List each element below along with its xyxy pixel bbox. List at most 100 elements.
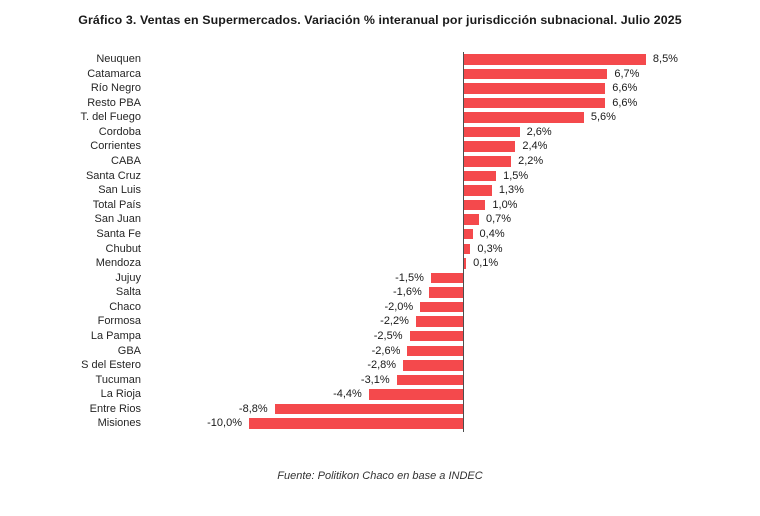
value-label: 6,7% (614, 67, 640, 80)
bar (464, 112, 584, 123)
bar (464, 83, 606, 94)
value-label: 8,5% (652, 53, 678, 65)
category-label: Formosa (97, 315, 141, 328)
plot-area: 2,4% (141, 139, 760, 154)
bar-row: La Pampa -2,5% (0, 329, 760, 344)
plot-area: -8,8% (141, 402, 760, 417)
bar-row: Tucuman -3,1% (0, 373, 760, 388)
bar (464, 185, 492, 196)
bar (464, 156, 512, 167)
plot-area: -3,1% (141, 373, 760, 388)
plot-area: -2,8% (141, 358, 760, 373)
plot-area: -1,6% (141, 285, 760, 300)
bar-row: Total País 1,0% (0, 198, 760, 213)
category-label: Entre Rios (89, 402, 141, 415)
bar (464, 170, 497, 182)
bar (368, 389, 463, 400)
plot-area: 1,3% (141, 183, 760, 198)
category-label: Chaco (109, 300, 141, 313)
bar-row: CABA 2,2% (0, 154, 760, 169)
category-label: Chubut (105, 242, 141, 255)
value-label: 2,6% (526, 125, 552, 138)
category-label: Jujuy (115, 271, 141, 284)
category-label: Santa Fe (96, 227, 141, 240)
category-label: Cordoba (98, 125, 141, 138)
chart-title: Gráfico 3. Ventas en Supermercados. Vari… (78, 13, 682, 27)
category-label: Neuquen (96, 53, 141, 65)
category-label: Misiones (97, 417, 141, 430)
category-label: Río Negro (90, 82, 141, 95)
category-label: S del Estero (81, 359, 141, 372)
bar (464, 214, 479, 225)
bar-row: S del Estero -2,8% (0, 358, 760, 373)
plot-area: 5,6% (141, 110, 760, 125)
category-label: Catamarca (87, 67, 141, 80)
category-label: CABA (111, 155, 141, 168)
plot-area: 8,5% (141, 52, 760, 67)
bar-row: Corrientes 2,4% (0, 139, 760, 154)
bar-row: Chaco -2,0% (0, 300, 760, 315)
plot-area: 0,1% (141, 256, 760, 271)
value-label: 0,1% (473, 257, 499, 270)
plot-area: 2,6% (141, 125, 760, 140)
plot-area: 0,3% (141, 242, 760, 257)
value-label: 5,6% (590, 111, 616, 124)
bar-row: Jujuy -1,5% (0, 271, 760, 286)
category-label: La Rioja (100, 388, 141, 401)
bar-row: T. del Fuego 5,6% (0, 110, 760, 125)
value-label: 1,3% (498, 184, 524, 197)
bar-row: San Luis 1,3% (0, 183, 760, 198)
bar (464, 199, 486, 211)
value-label: 6,6% (612, 96, 638, 109)
plot-area: 6,6% (141, 81, 760, 96)
plot-area: -2,5% (141, 329, 760, 344)
category-label: Santa Cruz (85, 169, 141, 182)
bar-row: Resto PBA 6,6% (0, 96, 760, 111)
value-label: 1,5% (503, 169, 529, 182)
plot-area: 0,4% (141, 227, 760, 242)
value-label: -1,6% (393, 286, 422, 299)
plot-area: -10,0% (141, 416, 760, 431)
value-label: -1,5% (395, 271, 424, 284)
value-label: 0,4% (479, 227, 505, 240)
category-label: Tucuman (95, 373, 141, 386)
plot-area: -2,6% (141, 344, 760, 359)
zero-axis-line (462, 52, 464, 432)
plot-area: -1,5% (141, 271, 760, 286)
bar (407, 345, 463, 357)
category-label: Total País (92, 198, 141, 211)
category-label: Corrientes (90, 140, 141, 153)
category-label: Resto PBA (87, 96, 141, 109)
bar-row: Chubut 0,3% (0, 242, 760, 257)
category-label: San Luis (98, 184, 141, 197)
bar (249, 418, 463, 429)
plot-area: 2,2% (141, 154, 760, 169)
bar-row: Entre Rios -8,8% (0, 402, 760, 417)
bar-row: GBA -2,6% (0, 344, 760, 359)
value-label: 6,6% (612, 82, 638, 95)
bar (420, 301, 463, 313)
bar-row: Río Negro 6,6% (0, 81, 760, 96)
plot-area: -2,2% (141, 314, 760, 329)
plot-area: 6,7% (141, 67, 760, 82)
value-label: -4,4% (333, 388, 362, 401)
bar-row: La Rioja -4,4% (0, 387, 760, 402)
bar (403, 360, 463, 371)
value-label: 2,4% (522, 140, 548, 153)
bar-row: Cordoba 2,6% (0, 125, 760, 140)
bar-row: Catamarca 6,7% (0, 67, 760, 82)
category-label: Mendoza (95, 257, 141, 270)
plot-area: -2,0% (141, 300, 760, 315)
source-note: Fuente: Politikon Chaco en base a INDEC (277, 470, 483, 482)
bar (274, 403, 463, 415)
category-label: Salta (115, 286, 141, 299)
value-label: -8,8% (238, 402, 268, 415)
value-label: -2,5% (373, 329, 403, 342)
bar (428, 287, 463, 298)
bar (464, 258, 467, 269)
bar-row: Formosa -2,2% (0, 314, 760, 329)
plot-area: -4,4% (141, 387, 760, 402)
bar (464, 228, 473, 240)
value-label: 2,2% (518, 155, 544, 168)
